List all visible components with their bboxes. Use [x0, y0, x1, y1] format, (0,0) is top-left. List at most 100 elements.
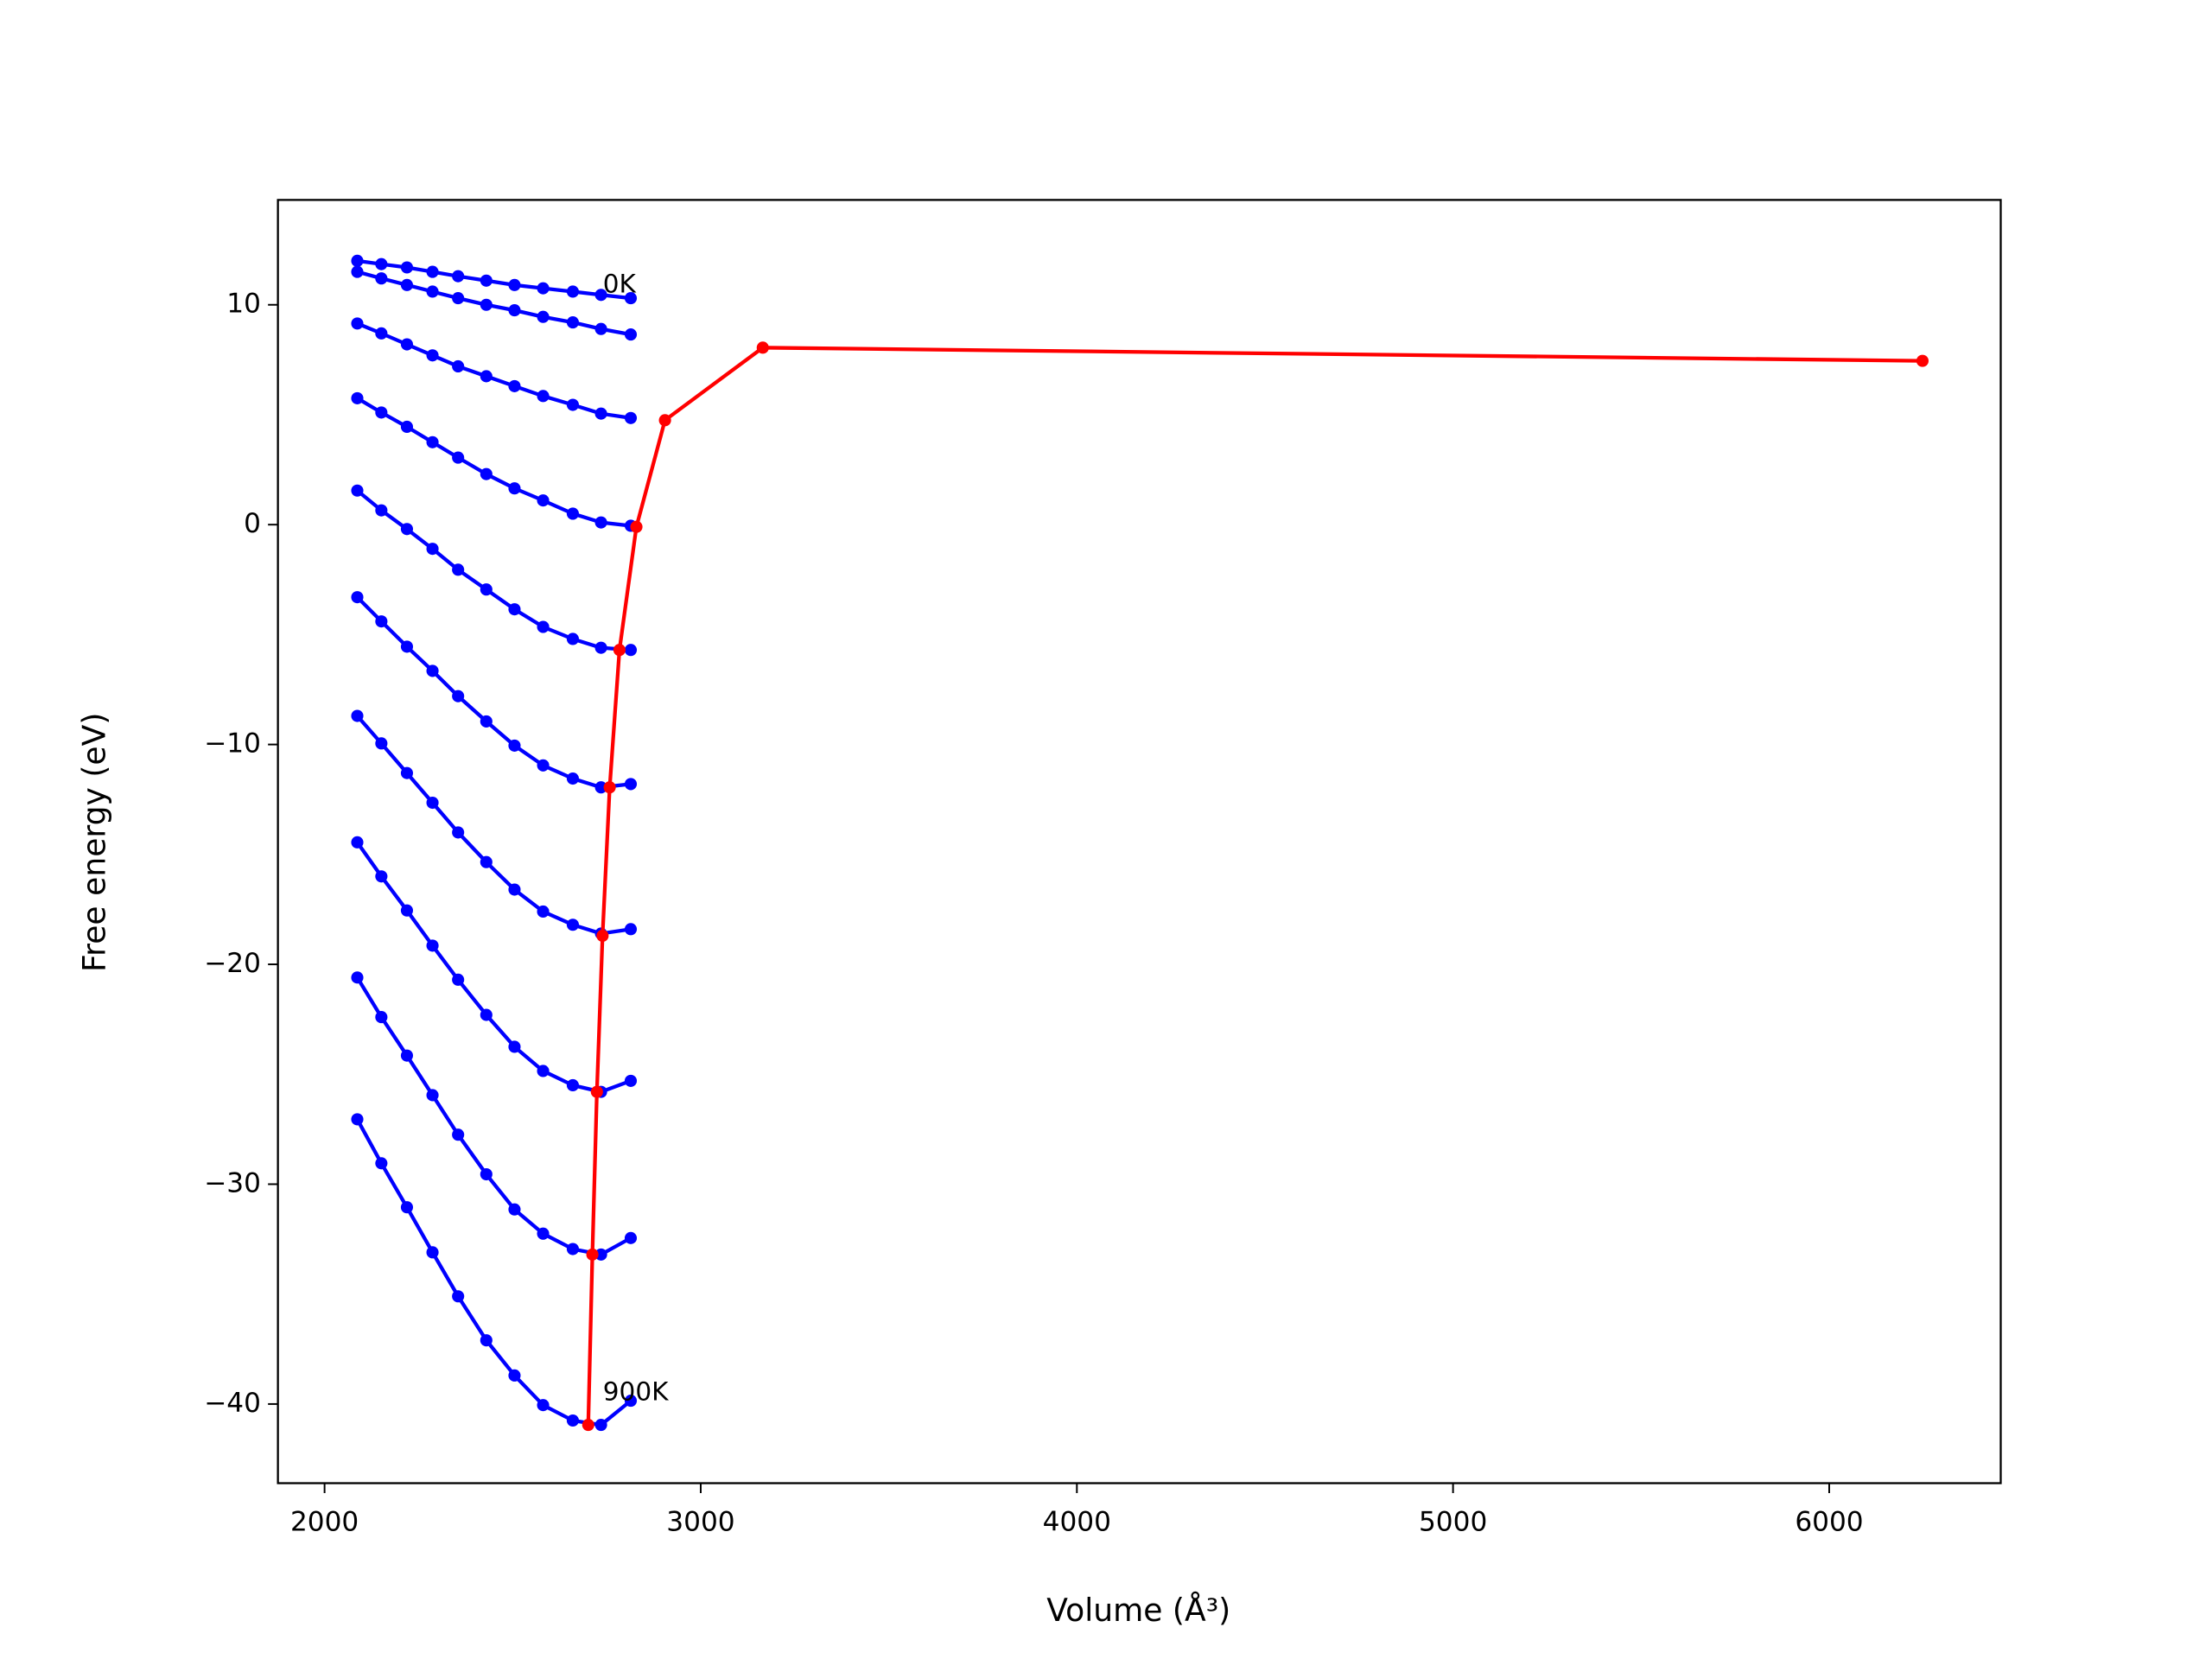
point	[375, 615, 388, 628]
x-axis-label: Volume (Å³)	[1046, 1592, 1230, 1629]
point	[566, 918, 580, 931]
point	[594, 1419, 607, 1432]
point	[624, 778, 638, 791]
point	[658, 414, 671, 427]
series-line	[586, 346, 1923, 1426]
point	[426, 939, 439, 952]
point	[480, 1008, 493, 1021]
point	[624, 1395, 638, 1408]
point	[400, 640, 414, 653]
point	[566, 507, 580, 520]
point	[566, 1078, 580, 1092]
point	[594, 289, 607, 302]
point	[508, 603, 521, 616]
point	[400, 420, 414, 434]
point	[594, 516, 607, 529]
x-tick-label: 2000	[290, 1506, 359, 1537]
point	[351, 1113, 364, 1126]
point	[426, 796, 439, 810]
point	[351, 317, 364, 330]
point	[537, 494, 550, 507]
point	[480, 855, 493, 868]
point	[537, 1065, 550, 1077]
point	[400, 1049, 414, 1062]
point	[624, 1074, 638, 1087]
point	[624, 1231, 638, 1244]
point	[480, 370, 493, 383]
point	[566, 316, 580, 329]
y-tick-label: 0	[244, 508, 261, 539]
series-line	[356, 397, 632, 528]
point	[594, 407, 607, 420]
y-tick-label: −10	[204, 728, 261, 760]
y-tick-label: −20	[204, 948, 261, 979]
point	[480, 1167, 493, 1181]
series-line	[357, 258, 632, 301]
point	[594, 322, 607, 335]
point	[375, 1011, 388, 1024]
point	[630, 520, 643, 533]
point	[566, 1243, 580, 1255]
point	[537, 310, 550, 323]
point	[426, 349, 439, 362]
y-tick-label: −40	[204, 1388, 261, 1419]
x-tick-label: 6000	[1795, 1506, 1863, 1537]
annotation: 900K	[603, 1377, 669, 1407]
point	[624, 292, 638, 305]
point	[375, 870, 388, 883]
point	[375, 504, 388, 517]
point	[480, 583, 493, 596]
x-tick-label: 5000	[1419, 1506, 1487, 1537]
point	[594, 1248, 607, 1261]
point	[452, 973, 465, 986]
point	[426, 543, 439, 556]
point	[351, 971, 364, 984]
point	[624, 328, 638, 341]
point	[400, 1201, 414, 1214]
y-axis-label: Free energy (eV)	[76, 713, 113, 972]
point	[508, 1369, 521, 1382]
point	[508, 883, 521, 896]
point	[537, 390, 550, 403]
point	[452, 292, 465, 305]
point	[537, 905, 550, 918]
point	[426, 664, 439, 677]
series-line	[356, 489, 632, 652]
point	[452, 563, 465, 576]
point	[508, 739, 521, 752]
point	[566, 398, 580, 411]
point	[480, 298, 493, 311]
point	[400, 766, 414, 779]
point	[566, 772, 580, 785]
series-line	[355, 976, 632, 1257]
annotation: 0K	[603, 269, 637, 298]
point	[426, 265, 439, 278]
point	[400, 904, 414, 917]
point	[508, 1040, 521, 1053]
point	[426, 285, 439, 298]
point	[351, 836, 364, 849]
point	[624, 923, 638, 936]
x-tick-label: 3000	[666, 1506, 734, 1537]
point	[426, 435, 439, 448]
point	[480, 1334, 493, 1347]
point	[582, 1419, 594, 1432]
series-line	[356, 321, 632, 420]
series-line	[355, 841, 632, 1094]
y-tick-label: 10	[226, 289, 261, 320]
point	[537, 1399, 550, 1412]
point	[452, 826, 465, 839]
point	[603, 781, 616, 794]
point	[594, 641, 607, 654]
point	[351, 709, 364, 722]
point	[1916, 354, 1929, 367]
point	[452, 690, 465, 702]
point	[508, 278, 521, 291]
point	[426, 1246, 439, 1259]
point	[624, 411, 638, 424]
point	[351, 391, 364, 404]
point	[400, 338, 414, 351]
point	[375, 1157, 388, 1170]
point	[452, 451, 465, 464]
